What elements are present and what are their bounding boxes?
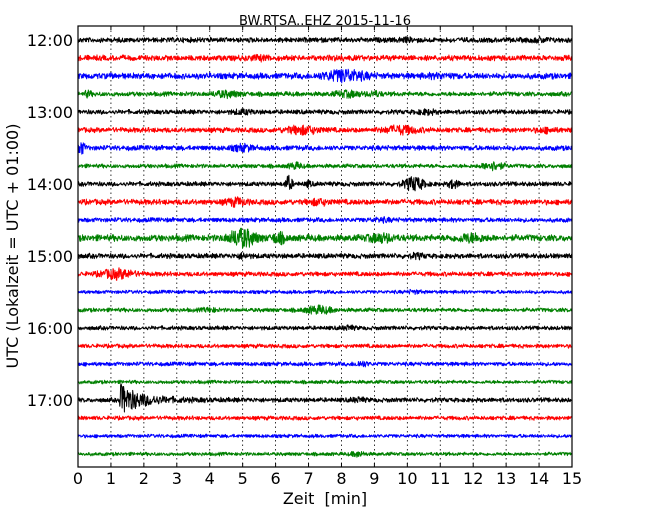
trace-1530 (77, 288, 573, 295)
trace-1245 (77, 89, 573, 100)
y-axis-label: UTC (Lokalzeit = UTC + 01:00) (3, 124, 22, 369)
x-axis-label: Zeit [min] (283, 489, 367, 508)
x-tick-label: 6 (271, 469, 281, 488)
trace-1445 (77, 227, 573, 249)
trace-1545 (77, 304, 573, 315)
y-tick-label: 17:00 (27, 391, 73, 410)
y-tick-label: 13:00 (27, 103, 73, 122)
trace-1230 (77, 68, 573, 84)
x-tick-label: 7 (303, 469, 313, 488)
trace-1430 (77, 216, 573, 224)
trace-1700 (77, 383, 573, 413)
plot-frame (77, 25, 573, 468)
trace-1200 (77, 36, 573, 44)
trace-1645 (77, 379, 573, 385)
trace-1330 (77, 142, 573, 155)
x-tick-label: 2 (139, 469, 149, 488)
trace-1730 (77, 433, 573, 439)
x-tick-label: 3 (172, 469, 182, 488)
trace-1415 (77, 196, 573, 208)
trace-1745 (77, 450, 573, 458)
x-tick-label: 15 (562, 469, 582, 488)
x-axis: 0 1 2 3 4 5 6 7 8 9 10 11 12 13 14 15 (73, 26, 582, 488)
trace-1715 (77, 415, 573, 421)
trace-1215 (77, 53, 573, 63)
y-axis: 12:00 13:00 14:00 15:00 16:00 17:00 (27, 31, 572, 410)
trace-1615 (77, 343, 573, 349)
x-tick-label: 5 (238, 469, 248, 488)
trace-1500 (77, 251, 573, 261)
x-tick-label: 9 (369, 469, 379, 488)
y-tick-label: 16:00 (27, 319, 73, 338)
x-tick-label: 4 (205, 469, 215, 488)
y-tick-label: 14:00 (27, 175, 73, 194)
trace-1345 (77, 161, 573, 172)
trace-1315 (77, 124, 573, 136)
trace-1400 (77, 174, 573, 192)
x-tick-label: 14 (529, 469, 549, 488)
x-tick-label: 13 (496, 469, 516, 488)
trace-1600 (77, 324, 573, 331)
x-tick-label: 8 (336, 469, 346, 488)
y-tick-label: 15:00 (27, 247, 73, 266)
traces (77, 36, 573, 458)
trace-1300 (77, 107, 573, 117)
trace-1630 (77, 360, 573, 368)
x-tick-label: 10 (397, 469, 417, 488)
x-tick-label: 0 (73, 469, 83, 488)
x-tick-label: 11 (430, 469, 450, 488)
chart-title: BW.RTSA..EHZ 2015-11-16 (239, 14, 411, 29)
x-tick-label: 1 (106, 469, 116, 488)
trace-1515 (77, 267, 573, 281)
x-tick-label: 12 (463, 469, 483, 488)
y-tick-label: 12:00 (27, 31, 73, 50)
